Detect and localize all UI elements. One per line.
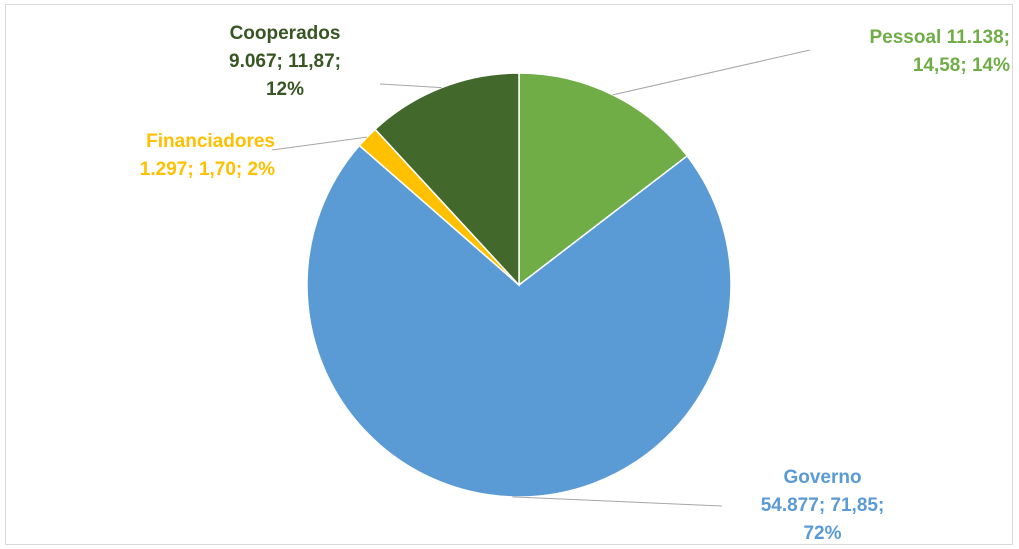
label-governo-line-2: 54.877; 71,85; [760,495,885,516]
label-pessoal-line-2: 14,58; 14% [912,55,1010,76]
leader-line-pessoal [612,49,811,96]
label-financiadores-line-2: 1.297; 1,70; 2% [139,159,275,180]
label-cooperados: Cooperados 9.067; 11,87; 12% [200,20,370,104]
pie-slice-pessoal [518,72,689,287]
pie-slice-cooperados [374,72,520,287]
label-financiadores-line-1: Financiadores [146,131,275,152]
leader-line-cooperados [379,83,442,89]
leader-line-financiadores [271,136,368,151]
leader-line-governo [512,496,723,507]
label-governo-line-3: 72% [803,523,842,544]
label-cooperados-line-1: Cooperados [229,23,341,44]
label-pessoal: Pessoal 11.138; 14,58; 14% [780,24,1011,80]
label-governo-line-1: Governo [783,467,862,488]
label-governo: Governo 54.877; 71,85; 72% [725,464,920,548]
label-cooperados-line-2: 9.067; 11,87; [229,51,341,72]
label-financiadores: Financiadores 1.297; 1,70; 2% [90,128,275,184]
label-pessoal-line-1: Pessoal 11.138; [869,27,1011,48]
pie-slice-governo [306,144,732,498]
label-cooperados-line-3: 12% [265,79,305,100]
